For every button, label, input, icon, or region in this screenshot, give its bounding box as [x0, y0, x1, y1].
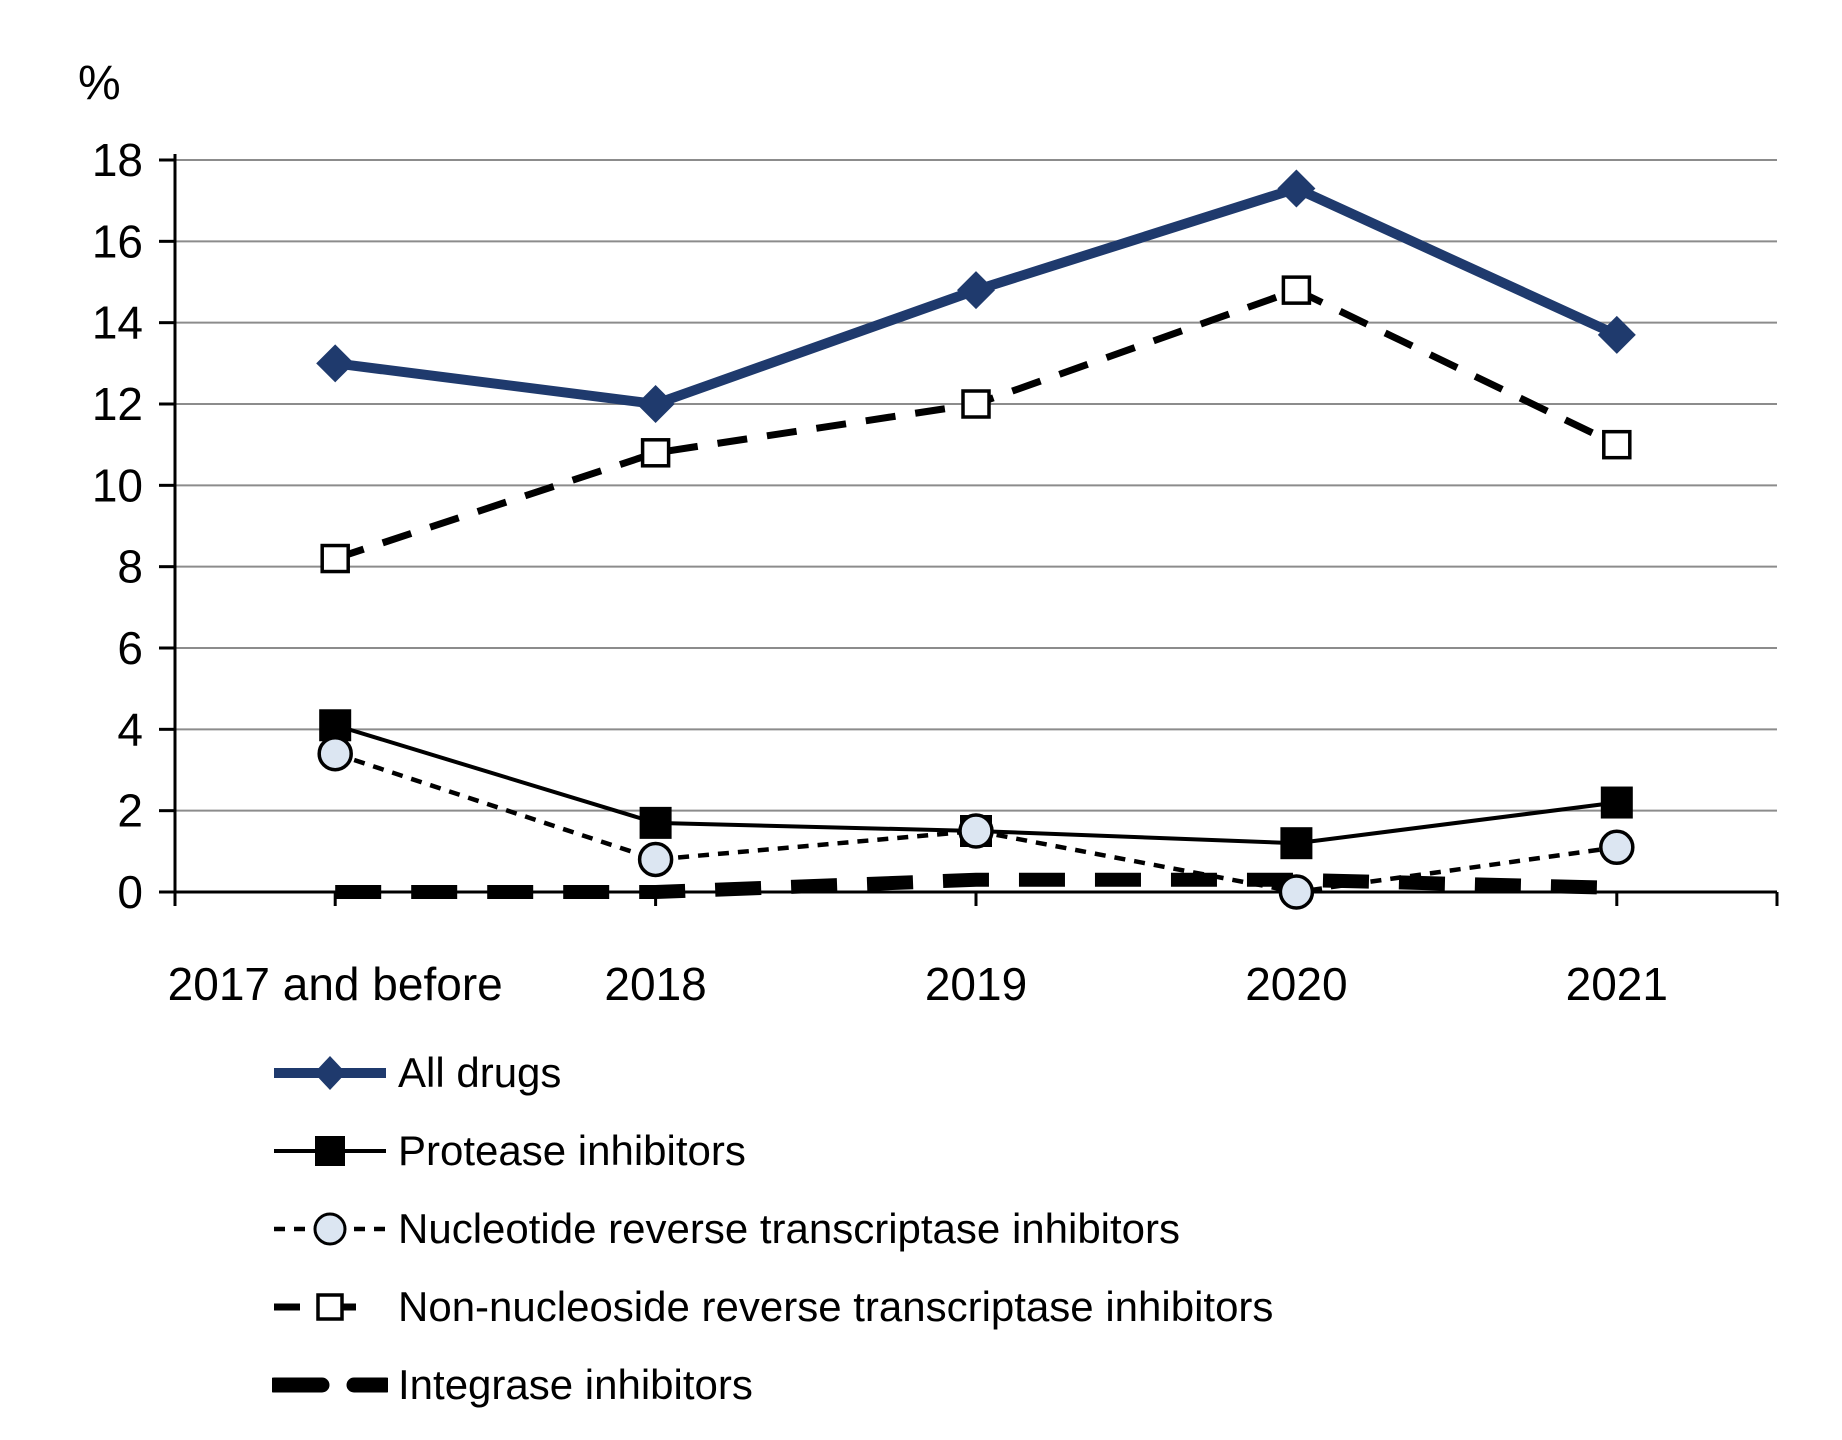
legend-item-all-drugs: All drugs: [272, 1034, 1273, 1112]
x-tick-label: 2017 and before: [168, 958, 503, 1010]
series-nucleotide-reverse-transcriptase-inhibitors-marker: [317, 735, 353, 772]
series-nucleotide-reverse-transcriptase-inhibitors-line: [334, 751, 1618, 895]
x-tick-label: 2019: [925, 958, 1027, 1010]
x-tick-label: 2018: [604, 958, 706, 1010]
legend-item-nucleotide-rti: Nucleotide reverse transcriptase inhibit…: [272, 1190, 1273, 1268]
y-tick-label: 12: [92, 378, 143, 430]
series-all-drugs-marker: [316, 344, 355, 383]
series-nucleotide-reverse-transcriptase-inhibitors-marker: [958, 813, 994, 849]
y-axis-title: %: [78, 57, 121, 110]
plot-area: 0 2 4 6 8 10 12 14 16 18 2017 and before 2018 2019 20…: [92, 134, 1779, 1010]
y-tick-label: 8: [117, 541, 143, 593]
y-tick-label: 6: [117, 622, 143, 674]
series-non-nucleoside-reverse-transcriptase-inhibitors-marker: [320, 543, 350, 574]
y-tick-label: 2: [117, 785, 143, 837]
series-nucleotide-reverse-transcriptase-inhibitors-marker: [1599, 829, 1635, 866]
legend-item-protease-inhibitors: Protease inhibitors: [272, 1112, 1273, 1190]
legend-label: Integrase inhibitors: [398, 1361, 753, 1408]
series-nucleotide-reverse-transcriptase-inhibitors-marker: [637, 841, 674, 878]
nnrti-dashed-open-square-icon: [274, 1293, 386, 1321]
y-tick-label: 0: [117, 866, 143, 918]
series-non-nucleoside-reverse-transcriptase-inhibitors-line: [334, 286, 1619, 562]
y-tick-label: 16: [92, 215, 143, 267]
legend-item-non-nucleoside-rti: Non-nucleoside reverse transcriptase inh…: [272, 1268, 1273, 1346]
series-non-nucleoside-reverse-transcriptase-inhibitors-marker: [961, 389, 991, 419]
series-protease-inhibitors-marker: [319, 709, 352, 742]
legend-label: Protease inhibitors: [398, 1127, 746, 1174]
protease-line-square-icon: [274, 1136, 386, 1166]
all-drugs-line-diamond-icon: [274, 1056, 386, 1090]
x-tick-label: 2020: [1245, 958, 1347, 1010]
y-tick-label: 14: [92, 297, 143, 349]
legend-label: Non-nucleoside reverse transcriptase inh…: [398, 1283, 1274, 1330]
y-tick-label: 10: [92, 459, 143, 511]
series-protease-inhibitors-marker: [1600, 786, 1633, 819]
series-all-drugs-marker: [1597, 315, 1636, 354]
nucleotide-dotted-circle-icon: [274, 1212, 386, 1246]
legend-label: All drugs: [398, 1049, 562, 1096]
series-integrase-inhibitors-line: [335, 872, 1617, 899]
y-tick-label: 18: [92, 134, 143, 186]
series-all-drugs-marker: [636, 385, 675, 423]
series-protease-inhibitors-marker: [639, 806, 672, 839]
legend-item-integrase-inhibitors: Integrase inhibitors: [272, 1346, 1273, 1424]
series-all-drugs-marker: [957, 271, 995, 310]
x-tick-label: 2021: [1566, 958, 1668, 1010]
y-tick-label: 4: [117, 703, 143, 755]
series-non-nucleoside-reverse-transcriptase-inhibitors-marker: [1602, 429, 1632, 460]
integrase-thick-dash-icon: [272, 1377, 388, 1393]
series-non-nucleoside-reverse-transcriptase-inhibitors-marker: [1281, 275, 1312, 305]
legend: All drugs Protease inhibitors Nucleotide…: [272, 1034, 1273, 1424]
legend-label: Nucleotide reverse transcriptase inhibit…: [398, 1205, 1181, 1252]
series-all-drugs-marker: [1277, 169, 1316, 208]
series-protease-inhibitors-marker: [1280, 827, 1313, 860]
series-non-nucleoside-reverse-transcriptase-inhibitors-marker: [640, 438, 671, 468]
series-nucleotide-reverse-transcriptase-inhibitors-marker: [1278, 874, 1315, 910]
